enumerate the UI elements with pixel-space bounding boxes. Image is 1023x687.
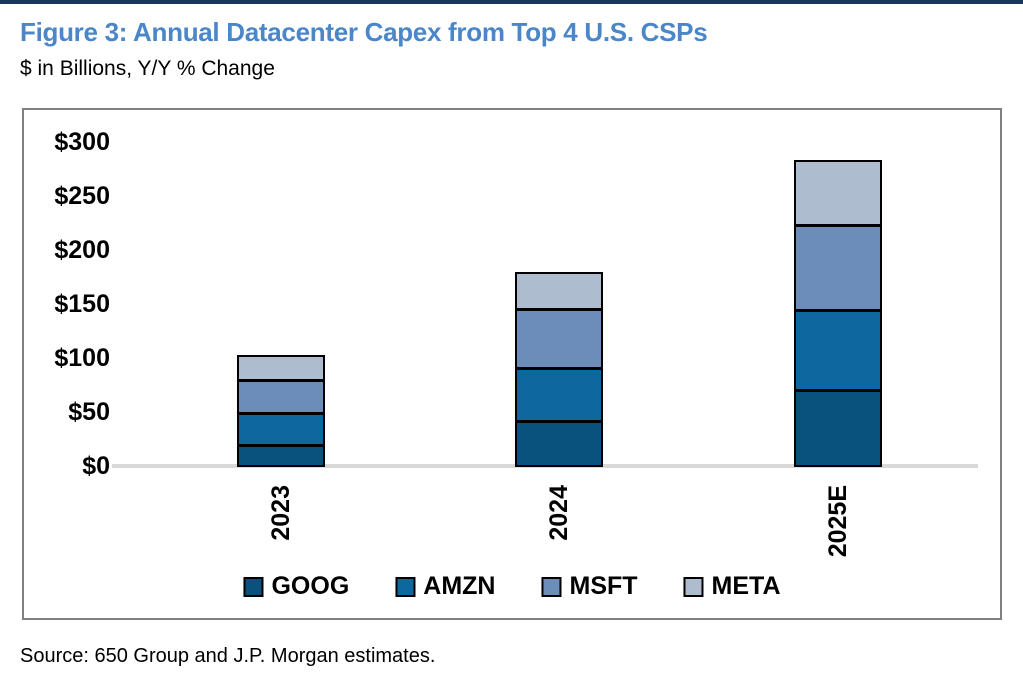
bar-segment-2023-GOOG <box>239 447 323 465</box>
bar-segment-2024-GOOG <box>517 422 601 465</box>
bar-segment-2023-META <box>239 357 323 382</box>
legend-swatch-icon <box>243 576 264 597</box>
legend-swatch-icon <box>683 576 704 597</box>
y-axis-tick-label: $100 <box>54 344 110 372</box>
y-axis-tick-label: $300 <box>54 128 110 156</box>
bar-segment-2024-AMZN <box>517 370 601 423</box>
legend-swatch-icon <box>541 576 562 597</box>
legend-item-AMZN: AMZN <box>395 572 495 601</box>
source-note: Source: 650 Group and J.P. Morgan estima… <box>20 645 436 667</box>
legend-item-GOOG: GOOG <box>243 572 349 601</box>
top-divider-rule <box>0 0 1023 4</box>
y-axis-tick-label: $200 <box>54 236 110 264</box>
y-axis-tick-label: $0 <box>82 452 110 480</box>
legend-label: META <box>711 572 781 600</box>
y-axis-tick-label: $50 <box>68 398 110 426</box>
y-axis-tick-label: $250 <box>54 182 110 210</box>
legend-label: AMZN <box>423 572 496 600</box>
stacked-bar-2025E <box>794 159 882 467</box>
bar-segment-2023-AMZN <box>239 415 323 448</box>
bar-segment-2025E-MSFT <box>796 227 880 313</box>
legend-label: GOOG <box>271 572 350 600</box>
figure-subtitle: $ in Billions, Y/Y % Change <box>20 57 275 80</box>
stacked-bar-2024 <box>515 271 603 467</box>
x-axis-label-2025E: 2025E <box>824 485 852 558</box>
bar-segment-2025E-AMZN <box>796 312 880 392</box>
legend-item-MSFT: MSFT <box>541 572 638 601</box>
bar-segment-2023-MSFT <box>239 381 323 416</box>
y-axis-tick-label: $150 <box>54 290 110 318</box>
chart-plot-area: $0 $50 $100 $150 $200 $250 $300 2023 2024 2025E GO… <box>22 108 1002 620</box>
legend-swatch-icon <box>395 576 416 597</box>
stacked-bar-2023 <box>237 355 325 467</box>
bar-segment-2024-MSFT <box>517 310 601 371</box>
figure-title: Figure 3: Annual Datacenter Capex from T… <box>20 17 708 47</box>
bar-segment-2025E-META <box>796 161 880 228</box>
legend-label: MSFT <box>569 572 638 600</box>
chart-legend: GOOG AMZN MSFT META <box>243 572 781 601</box>
bar-segment-2024-META <box>517 273 601 311</box>
bar-segment-2025E-GOOG <box>796 391 880 465</box>
legend-item-META: META <box>683 572 781 601</box>
